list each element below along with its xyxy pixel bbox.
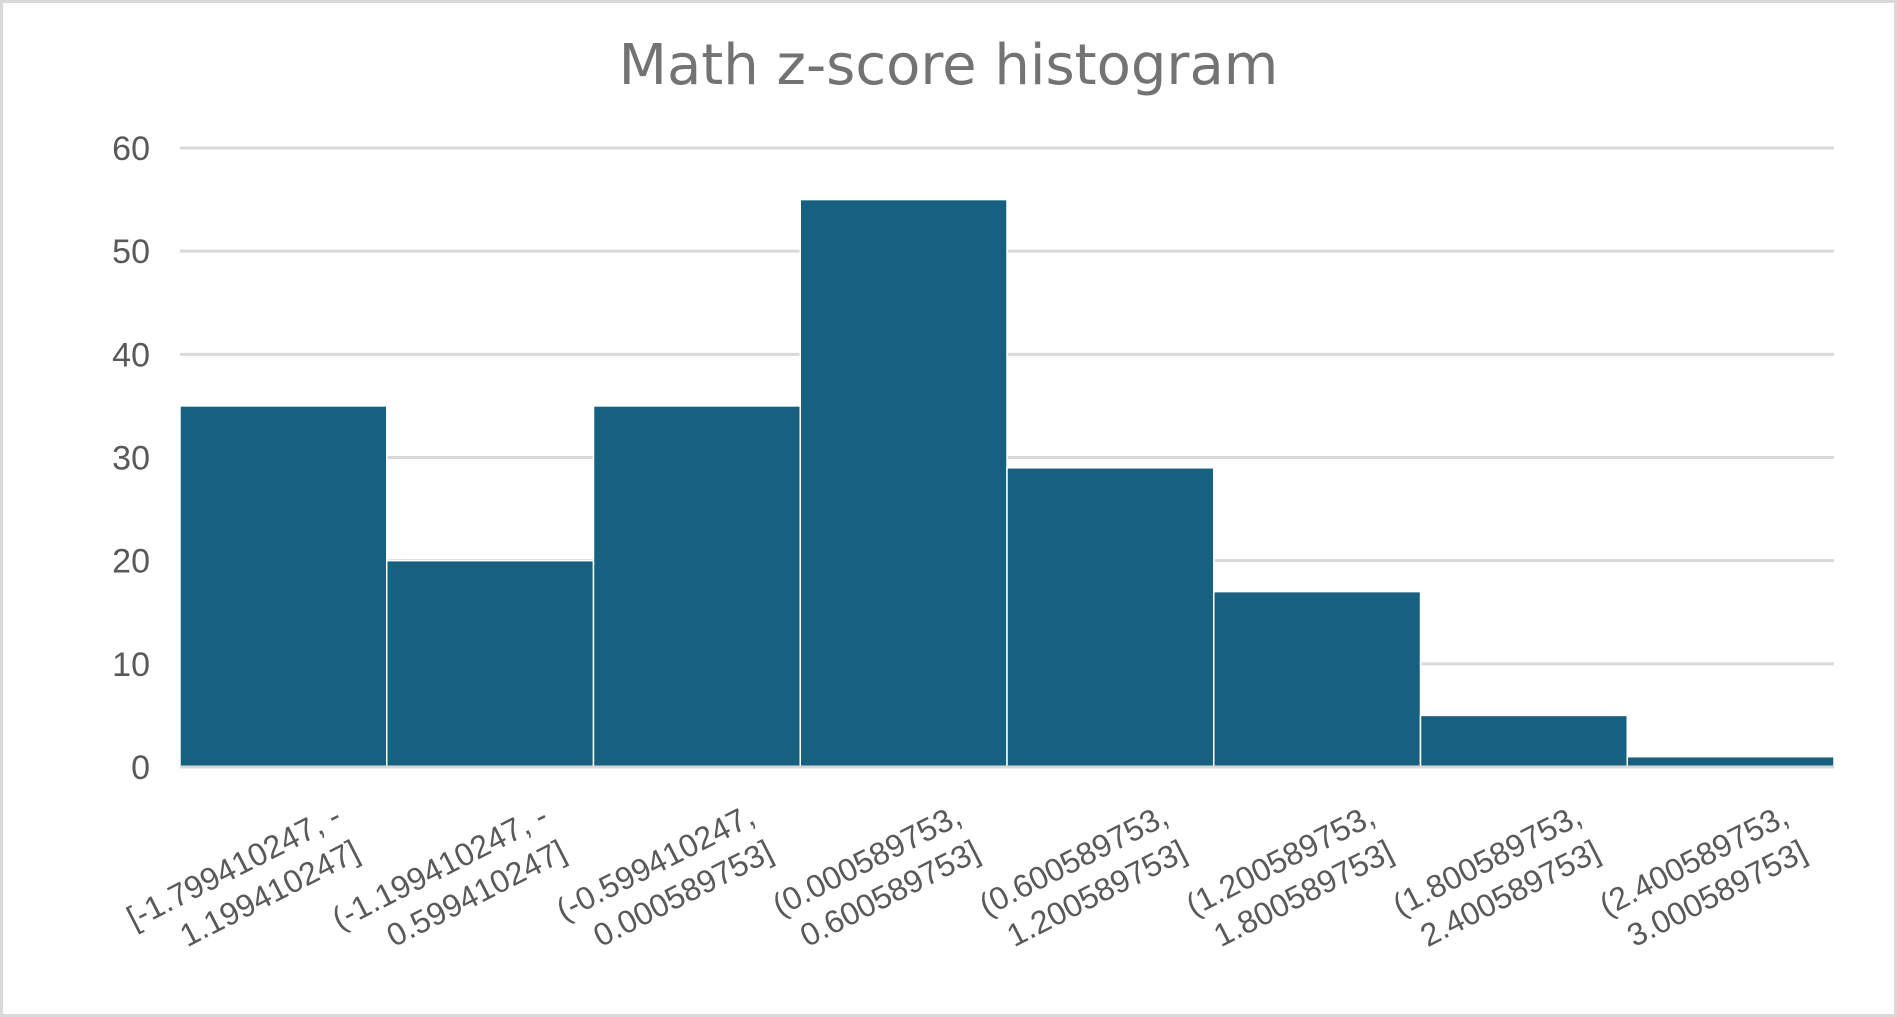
histogram-bar (179, 405, 388, 768)
x-axis-ticks: [-1.799410247, -1.199410247](-1.19941024… (121, 797, 1812, 972)
x-tick-label: (-0.599410247,0.000589753] (550, 797, 778, 963)
y-tick-label: 30 (112, 440, 150, 478)
x-tick-label: (-1.199410247, -0.599410247] (326, 797, 571, 972)
histogram-bar (386, 559, 595, 768)
y-tick-label: 60 (112, 130, 150, 168)
x-tick-label: [-1.799410247, -1.199410247] (121, 797, 365, 971)
x-tick-label: (1.800589753,2.400589753] (1387, 797, 1605, 958)
histogram-bar (1419, 714, 1628, 768)
x-tick-label: (2.400589753,3.000589753] (1594, 797, 1812, 958)
histogram-plot: 0 10 20 30 40 50 60 [-1.799410247, -1.19941024… (112, 130, 1835, 972)
histogram-bar (1213, 590, 1422, 768)
x-tick-label: (0.600589753,1.200589753] (973, 797, 1191, 958)
y-tick-label: 0 (131, 749, 150, 787)
x-tick-label: (0.000589753,0.600589753] (767, 797, 985, 958)
histogram-bar (1626, 755, 1835, 768)
y-axis-ticks: 0 10 20 30 40 50 60 (112, 130, 150, 787)
histogram-bar (1006, 467, 1215, 768)
y-tick-label: 10 (112, 646, 150, 684)
y-tick-label: 50 (112, 233, 150, 271)
y-tick-label: 40 (112, 336, 150, 374)
x-tick-label: (1.200589753,1.800589753] (1180, 797, 1398, 958)
bars (179, 198, 1835, 768)
y-tick-label: 20 (112, 543, 150, 581)
histogram-bar (799, 198, 1008, 768)
chart-title: Math z-score histogram (618, 33, 1279, 98)
histogram-bar (592, 405, 801, 768)
